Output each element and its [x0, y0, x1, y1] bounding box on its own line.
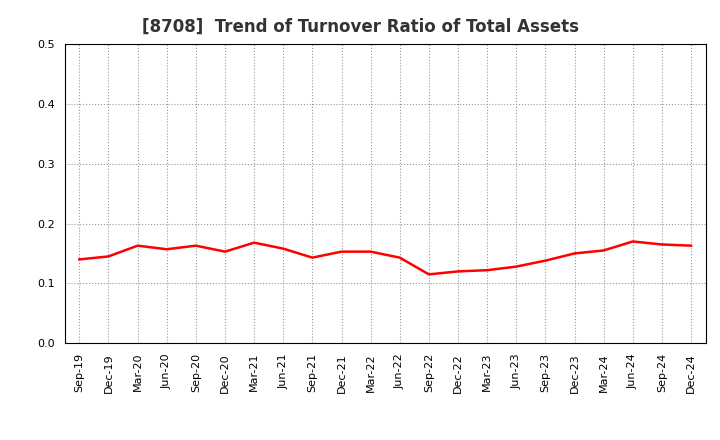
Text: [8708]  Trend of Turnover Ratio of Total Assets: [8708] Trend of Turnover Ratio of Total … — [142, 18, 578, 36]
